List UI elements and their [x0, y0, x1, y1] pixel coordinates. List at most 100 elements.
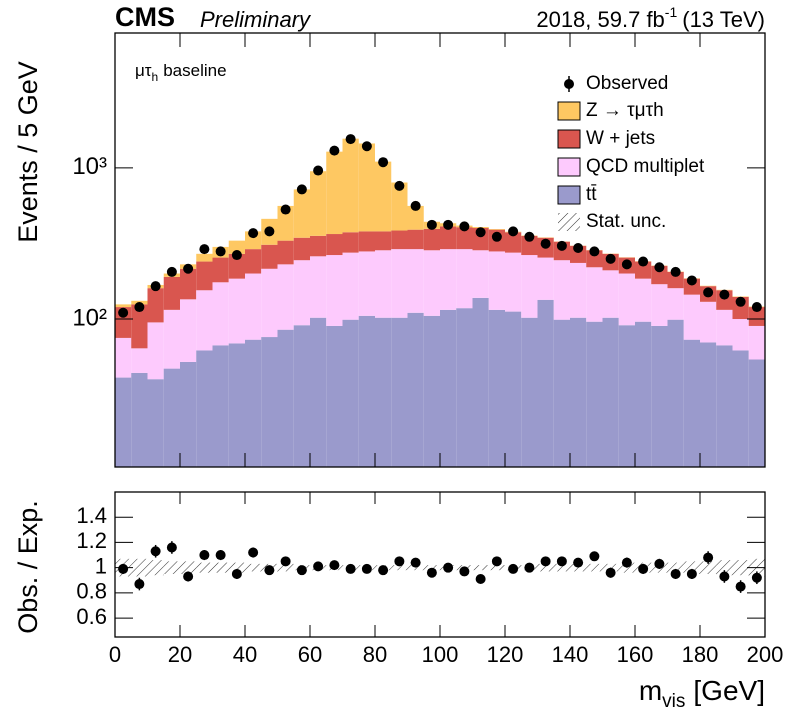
- x-tick-label: 140: [552, 642, 589, 667]
- stack-bar: [748, 307, 765, 326]
- stack-bar: [310, 317, 327, 467]
- stack-bar: [163, 276, 180, 310]
- observed-point: [361, 141, 372, 152]
- stack-bar: [748, 325, 765, 360]
- ratio-point: [150, 546, 161, 557]
- stack-bar: [326, 151, 343, 235]
- stack-bar: [245, 273, 262, 340]
- stat-unc-band: [147, 560, 164, 576]
- stack-bar: [667, 319, 684, 467]
- legend-label: tt̄: [586, 184, 597, 205]
- stack-bar: [391, 317, 408, 467]
- stack-bar: [212, 345, 229, 467]
- stack-bar: [423, 228, 440, 251]
- stack-bar: [456, 308, 473, 467]
- stat-unc-band: [570, 563, 587, 572]
- annotation: μτh baseline: [135, 61, 227, 84]
- stack-bar: [131, 372, 148, 467]
- preliminary-label: Preliminary: [200, 7, 312, 32]
- x-tick-label: 180: [682, 642, 719, 667]
- stat-unc-band: [716, 560, 733, 576]
- ratio-point: [134, 579, 145, 590]
- observed-point: [264, 226, 275, 237]
- ratio-point: [166, 542, 177, 553]
- observed-point: [508, 226, 519, 237]
- stack-bar: [147, 322, 164, 380]
- stack-bar: [667, 271, 684, 289]
- stack-bar: [602, 270, 619, 318]
- stack-bar: [196, 253, 213, 262]
- stack-bar: [521, 235, 538, 256]
- stack-bar: [521, 317, 538, 467]
- stack-bar: [358, 143, 375, 232]
- x-tick-label: 100: [422, 642, 459, 667]
- stack-bar: [505, 252, 522, 312]
- stat-unc-band: [277, 563, 294, 572]
- stat-unc-band: [245, 563, 262, 572]
- x-tick-label: 20: [168, 642, 192, 667]
- observed-point: [329, 145, 340, 156]
- ratio-point: [459, 566, 470, 577]
- observed-point: [280, 204, 291, 215]
- stack-bar: [326, 255, 343, 326]
- stack-bar: [391, 182, 408, 231]
- x-axis-label: mvis [GeV]: [639, 675, 765, 712]
- stack-bar: [375, 161, 392, 232]
- ratio-point: [719, 571, 730, 582]
- stat-unc-band: [553, 563, 570, 572]
- stack-bar: [635, 321, 652, 467]
- observed-point: [199, 244, 210, 255]
- stack-bar: [407, 205, 424, 230]
- stack-bar: [537, 257, 554, 300]
- stack-bar: [700, 301, 717, 343]
- observed-point: [394, 180, 405, 191]
- observed-point: [719, 289, 730, 300]
- stack-bar: [375, 250, 392, 318]
- stack-bar: [423, 315, 440, 467]
- y-tick-label: 10³: [72, 153, 107, 180]
- ratio-point: [524, 562, 535, 573]
- ratio-point: [556, 556, 567, 567]
- ratio-point: [361, 563, 372, 574]
- stack-bar: [570, 262, 587, 318]
- stack-bar: [618, 273, 635, 326]
- stat-unc-band: [196, 562, 213, 573]
- stat-unc-band: [618, 562, 635, 573]
- stack-bar: [261, 244, 278, 269]
- stack-bar: [358, 251, 375, 316]
- stack-bar: [635, 278, 652, 322]
- observed-point: [459, 221, 470, 232]
- stack-bar: [228, 253, 245, 279]
- ratio-point: [394, 556, 405, 567]
- stack-bar: [537, 299, 554, 467]
- stack-bar: [277, 205, 294, 241]
- ratio-point: [426, 567, 437, 578]
- stat-unc-band: [212, 562, 229, 573]
- x-tick-label: 40: [233, 642, 257, 667]
- stat-unc-band: [472, 565, 489, 571]
- stack-bar: [277, 329, 294, 467]
- stack-bar: [310, 235, 327, 257]
- ratio-point: [231, 568, 242, 579]
- stack-bar: [440, 249, 457, 310]
- stack-bar: [147, 288, 164, 323]
- lumi-label: 2018, 59.7 fb-1 (13 TeV): [536, 4, 765, 32]
- stack-bar: [342, 252, 359, 320]
- stat-unc-band: [407, 565, 424, 571]
- stack-bar: [488, 309, 505, 467]
- legend-marker: [564, 79, 574, 89]
- stack-bar: [651, 325, 668, 467]
- observed-point: [735, 296, 746, 307]
- stack-bar: [180, 268, 197, 300]
- observed-point: [654, 262, 665, 273]
- stack-bar: [586, 267, 603, 322]
- stack-bar: [131, 348, 148, 373]
- observed-point: [166, 266, 177, 277]
- stack-bar: [131, 304, 148, 349]
- x-label-unit: [GeV]: [693, 675, 765, 706]
- ratio-point: [654, 558, 665, 569]
- stack-bar: [391, 230, 408, 250]
- ratio-point: [329, 560, 340, 571]
- stack-bar: [310, 256, 327, 318]
- stack-bar: [407, 312, 424, 467]
